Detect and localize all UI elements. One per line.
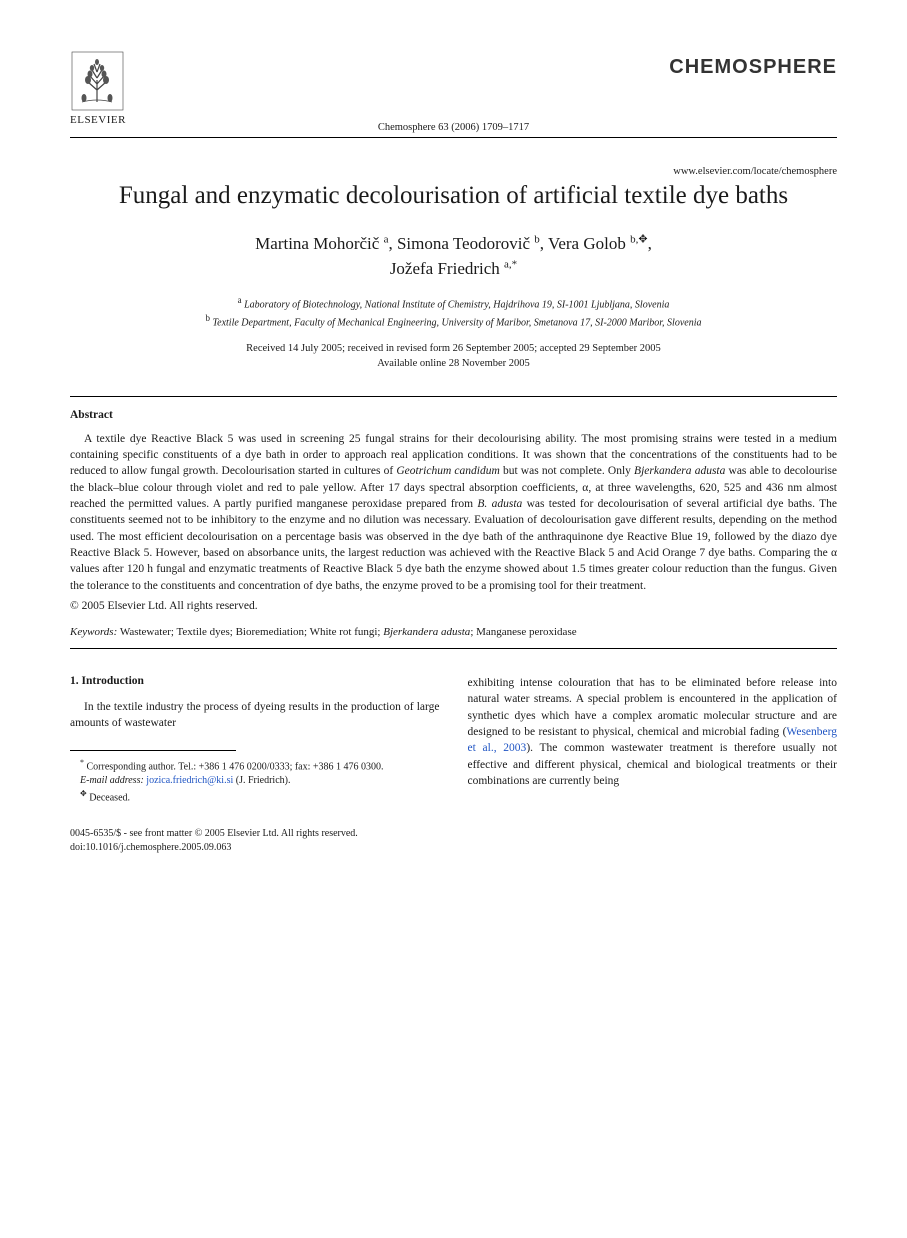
body-columns: 1. Introduction In the textile industry … [70,675,837,805]
corresponding-author-footnote: * Corresponding author. Tel.: +386 1 476… [70,757,440,774]
journal-url[interactable]: www.elsevier.com/locate/chemosphere [70,166,837,177]
authors-list: Martina Mohorčič a, Simona Teodorovič b,… [70,231,837,282]
elsevier-tree-icon [70,50,125,112]
page-footer-info: 0045-6535/$ - see front matter © 2005 El… [70,827,837,855]
keywords-line: Keywords: Wastewater; Textile dyes; Bior… [70,626,837,638]
affiliation-a: a Laboratory of Biotechnology, National … [70,294,837,312]
keywords-text: Wastewater; Textile dyes; Bioremediation… [120,626,577,638]
footnote-rule [70,750,236,751]
doi-line: doi:10.1016/j.chemosphere.2005.09.063 [70,841,837,855]
intro-paragraph-left: In the textile industry the process of d… [70,699,440,732]
abstract-heading: Abstract [70,409,837,421]
abstract-bottom-rule [70,648,837,649]
introduction-heading: 1. Introduction [70,675,440,687]
online-date: Available online 28 November 2005 [70,357,837,372]
author-email-link[interactable]: jozica.friedrich@ki.si [146,775,233,786]
journal-brand-block: CHEMOSPHERE [669,50,837,79]
abstract-top-rule [70,396,837,397]
intro-paragraph-right: exhibiting intense colouration that has … [468,675,838,789]
journal-brand-name: CHEMOSPHERE [669,56,837,79]
article-dates: Received 14 July 2005; received in revis… [70,342,837,371]
page-header: ELSEVIER CHEMOSPHERE [70,50,837,126]
abstract-copyright: © 2005 Elsevier Ltd. All rights reserved… [70,600,837,612]
received-date: Received 14 July 2005; received in revis… [70,342,837,357]
article-title: Fungal and enzymatic decolourisation of … [70,179,837,213]
header-rule [70,137,837,138]
citation-line: Chemosphere 63 (2006) 1709–1717 [70,122,837,133]
email-footnote: E-mail address: jozica.friedrich@ki.si (… [70,774,440,788]
deceased-footnote: ✥ Deceased. [70,788,440,805]
abstract-text: A textile dye Reactive Black 5 was used … [70,431,837,594]
right-column: exhibiting intense colouration that has … [468,675,838,805]
affiliation-b: b Textile Department, Faculty of Mechani… [70,312,837,330]
publisher-logo-block: ELSEVIER [70,50,126,126]
affiliations-block: a Laboratory of Biotechnology, National … [70,294,837,331]
publisher-name: ELSEVIER [70,114,126,126]
left-column: 1. Introduction In the textile industry … [70,675,440,805]
keywords-label: Keywords: [70,626,117,638]
issn-line: 0045-6535/$ - see front matter © 2005 El… [70,827,837,841]
